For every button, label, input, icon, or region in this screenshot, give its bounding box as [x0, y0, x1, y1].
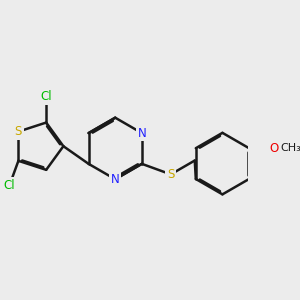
- Text: Cl: Cl: [40, 90, 52, 103]
- Text: O: O: [269, 142, 278, 155]
- Text: S: S: [167, 168, 175, 181]
- Text: CH₃: CH₃: [280, 143, 300, 153]
- Text: N: N: [137, 127, 146, 140]
- Text: N: N: [111, 173, 120, 186]
- Text: Cl: Cl: [4, 179, 15, 192]
- Text: S: S: [15, 125, 22, 138]
